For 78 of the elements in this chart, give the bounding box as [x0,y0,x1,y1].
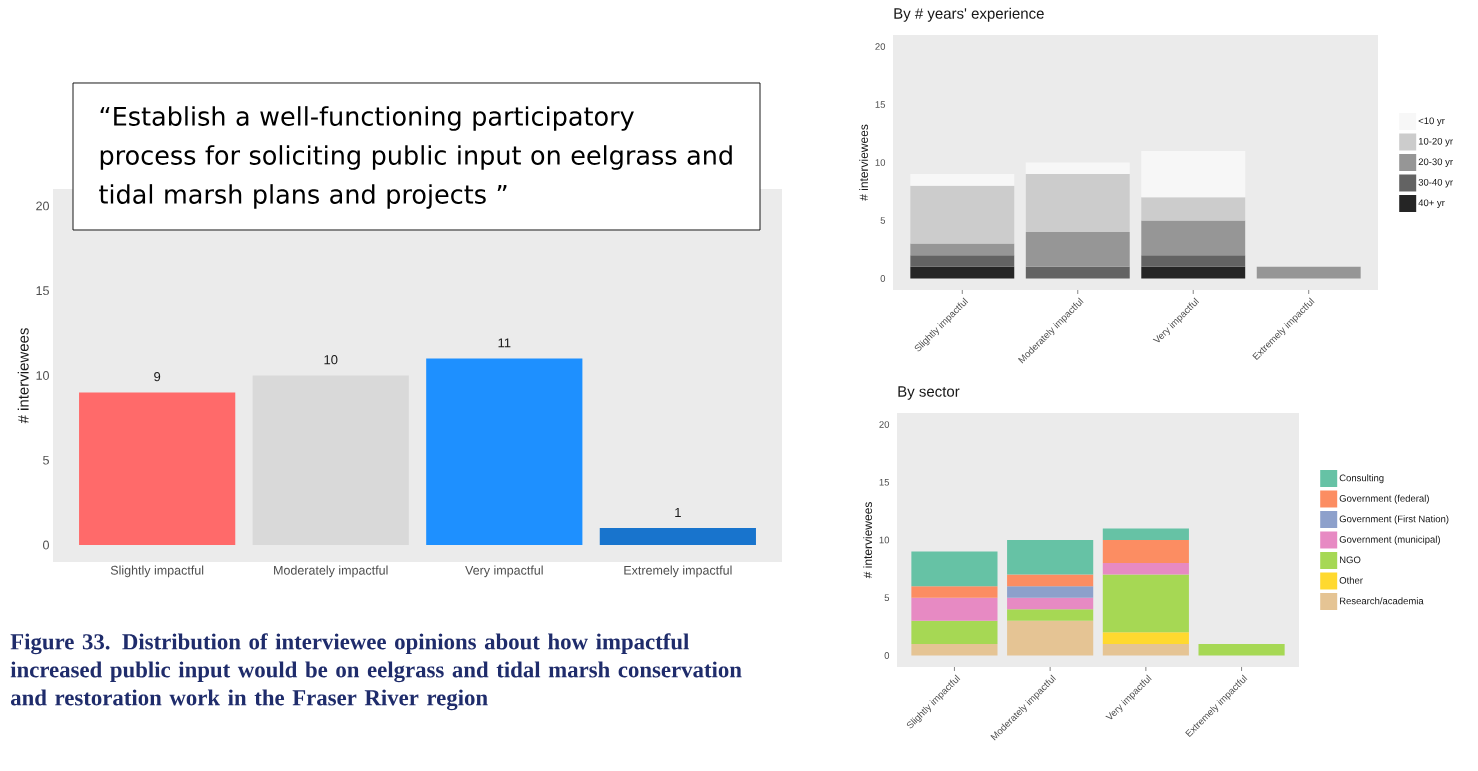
bar [910,255,1015,267]
y-tick-label: 5 [43,455,49,465]
bar [1141,150,1246,198]
chart-title: By sector [898,386,960,400]
y-tick-label: 20 [36,201,49,211]
chart-title: By # years' experience [894,7,1044,22]
y-tick-label: 0 [884,652,890,659]
data-label: 10 [324,355,338,365]
y-tick-label: 20 [875,43,886,50]
bar [911,586,998,598]
legend-label: Consulting [1339,474,1384,484]
bar [1102,643,1189,656]
y-axis-title: # interviewees [17,328,29,424]
legend-label: Other [1339,576,1363,584]
y-tick-label: 15 [879,478,890,486]
legend-label: Government (federal) [1339,494,1429,504]
bar [911,597,998,621]
x-tick-label: Extremely impactful [624,565,732,578]
bar [1102,632,1189,644]
data-label: 1 [675,507,681,517]
bar [1007,597,1094,610]
y-tick-label: 20 [879,421,890,428]
y-tick-label: 5 [880,217,886,224]
x-tick-label: Very impactful [465,565,543,578]
bar [1007,620,1094,656]
bar [426,358,583,546]
bar [1007,539,1094,575]
bar [79,392,236,546]
bar [1025,266,1130,279]
bar [911,620,998,644]
bar [910,174,1015,186]
bar [1102,528,1189,540]
legend-label: <10 yr [1418,117,1445,127]
bar [1141,220,1246,256]
y-tick-label: 0 [880,275,886,282]
legend-label: Government (municipal) [1339,535,1440,545]
bar [599,528,756,546]
data-label: 9 [154,372,161,382]
bar [1256,266,1361,279]
bar [1102,563,1189,575]
legend-label: 30-40 yr [1418,178,1453,188]
bar [1102,539,1189,564]
bar [910,243,1015,256]
y-tick-label: 10 [875,159,886,166]
legend-label: Government (First Nation) [1339,515,1449,525]
y-tick-label: 5 [884,594,890,602]
bar [1007,609,1094,621]
y-tick-label: 10 [879,536,890,544]
bar [1141,266,1246,279]
legend-label: Research/academia [1339,597,1424,605]
bar [1141,255,1246,267]
bar [1007,586,1094,598]
y-tick-label: 0 [43,540,49,550]
x-tick-label: Moderately impactful [274,565,388,578]
y-tick-label: 10 [36,371,49,380]
bar [1198,643,1285,656]
legend-label: 10-20 yr [1418,137,1453,147]
caption: Figure 33. Distribution of interviewee opinions about how impactful increased public input would be on eelgrass and tidal marsh conservation and restoration work in the Fraser River region [10,633,742,711]
bar [1007,574,1094,587]
y-tick-label: 15 [36,286,49,296]
bar [1141,197,1246,221]
bar [1025,162,1130,175]
legend-label: NGO [1339,556,1361,564]
bar [911,643,998,656]
y-tick-label: 15 [875,101,886,108]
bar [911,551,998,587]
data-label: 11 [498,338,511,348]
bar [1102,574,1189,633]
bar [1025,174,1130,233]
y-axis-title: # interviewees [863,502,873,579]
bar [1025,232,1130,267]
annotation: “Establish a well-functioning participatory process for soliciting public input on eelgrass and tidal marsh plans and projects ” [99,106,732,209]
legend-label: 20-30 yr [1418,158,1453,168]
legend-label: 40+ yr [1418,199,1445,209]
bar [910,266,1015,279]
bar [910,185,1015,244]
x-tick-label: Slightly impactful [110,565,204,578]
y-axis-title: # interviewees [859,124,869,201]
